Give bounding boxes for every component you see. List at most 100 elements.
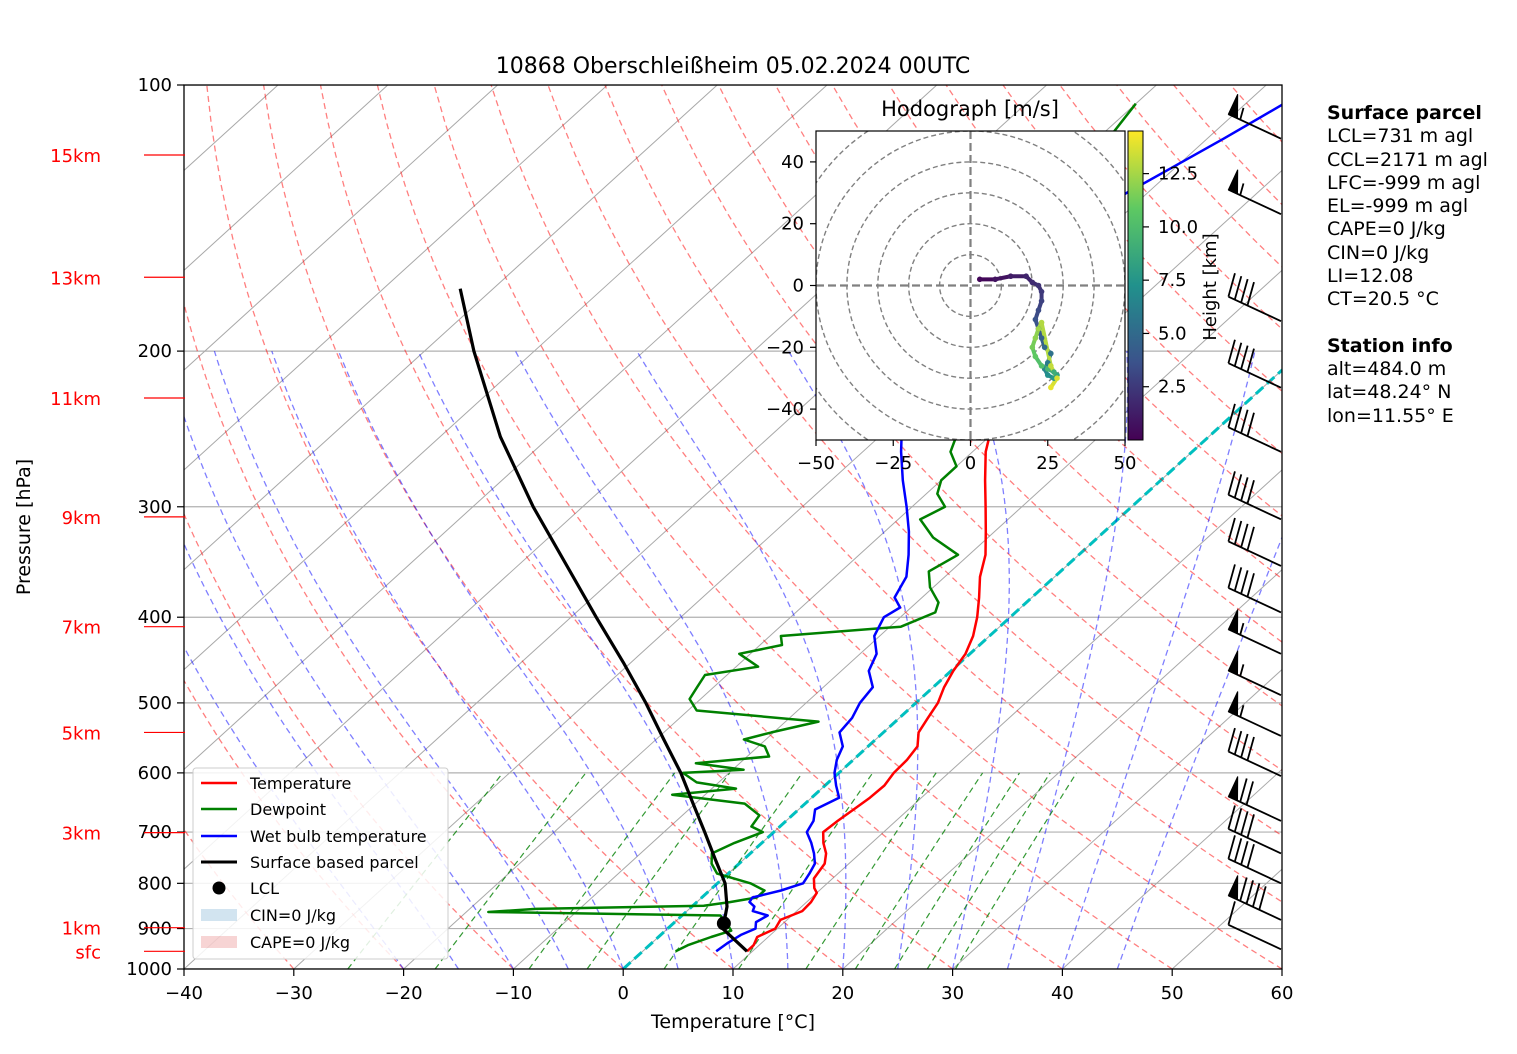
barb-full bbox=[1227, 517, 1236, 542]
x-tick-label: −10 bbox=[494, 983, 532, 1004]
wind-barb bbox=[1227, 169, 1282, 215]
x-tick-label: 50 bbox=[1161, 983, 1184, 1004]
wind-barb bbox=[1227, 691, 1282, 737]
wind-barb bbox=[1227, 517, 1282, 567]
dry-adiabat bbox=[184, 512, 514, 969]
legend: Temperature Dewpoint Wet bulb temperatur… bbox=[192, 767, 449, 960]
y-tick-label: 800 bbox=[138, 873, 172, 894]
wind-barb bbox=[1227, 805, 1282, 855]
hodograph-point bbox=[1054, 375, 1060, 382]
barb-flag bbox=[1227, 609, 1239, 635]
cape-value: CAPE=0 J/kg bbox=[1327, 218, 1446, 241]
barb-full bbox=[1246, 736, 1255, 761]
moist-adiabat bbox=[636, 350, 847, 969]
mixing-ratio-line bbox=[738, 772, 874, 969]
hodograph-point bbox=[1023, 273, 1029, 280]
barb-full bbox=[1233, 808, 1243, 833]
isotherm bbox=[184, 85, 828, 671]
barb-full bbox=[1233, 730, 1243, 755]
hodograph-point bbox=[1041, 344, 1048, 351]
isotherm bbox=[184, 85, 938, 771]
wind-barb bbox=[1227, 875, 1282, 921]
legend-swatch-cape bbox=[201, 936, 237, 948]
wind-barb bbox=[1227, 93, 1282, 140]
wind-barb bbox=[1227, 609, 1282, 655]
height-label: 7km bbox=[62, 618, 101, 639]
hodograph-x-tick-label: 25 bbox=[1036, 453, 1059, 474]
hodograph-point bbox=[1048, 350, 1054, 357]
hodograph-point bbox=[1048, 363, 1054, 369]
barb-full bbox=[1246, 348, 1255, 373]
moist-adiabat bbox=[514, 350, 789, 969]
x-tick-label: 30 bbox=[941, 983, 964, 1004]
barb-full bbox=[1252, 883, 1261, 908]
barb-full bbox=[1233, 520, 1243, 545]
moist-adiabat bbox=[271, 350, 624, 969]
zero-isotherm bbox=[622, 368, 1282, 969]
hodograph-x-tick-label: 0 bbox=[965, 453, 976, 474]
barb-half bbox=[1239, 107, 1245, 120]
hodograph-point bbox=[1035, 282, 1042, 289]
barb-full bbox=[1240, 345, 1249, 370]
mixing-ratio-line bbox=[954, 772, 1078, 969]
barb-full bbox=[1227, 471, 1236, 496]
barb-full bbox=[1227, 339, 1236, 364]
barb-full bbox=[1227, 403, 1236, 428]
barb-staff bbox=[1228, 750, 1282, 777]
barb-full bbox=[1227, 564, 1236, 589]
barb-full bbox=[1240, 409, 1249, 434]
wind-barb bbox=[1227, 901, 1282, 951]
colorbar-tick-label: 12.5 bbox=[1158, 164, 1198, 185]
barb-full bbox=[1240, 278, 1249, 303]
isotherm bbox=[1062, 768, 1282, 969]
isotherm bbox=[952, 668, 1282, 969]
hodograph-x-tick-label: −50 bbox=[797, 453, 835, 474]
height-label: 3km bbox=[62, 824, 101, 845]
colorbar-tick-label: 5.0 bbox=[1158, 323, 1187, 344]
barb-full bbox=[1246, 844, 1255, 868]
legend-label-parcel: Surface based parcel bbox=[250, 853, 419, 872]
barb-full bbox=[1240, 477, 1249, 502]
hodograph-x-tick-label: −25 bbox=[874, 453, 912, 474]
isotherm bbox=[184, 85, 498, 371]
hodograph-point bbox=[1038, 335, 1045, 341]
legend-label-cape: CAPE=0 J/kg bbox=[250, 933, 350, 952]
hodograph-point bbox=[1048, 384, 1054, 391]
ccl-value: CCL=2171 m agl bbox=[1327, 148, 1488, 171]
height-label: 9km bbox=[62, 508, 101, 529]
hodograph-point bbox=[1038, 319, 1045, 326]
height-label: 15km bbox=[50, 146, 101, 167]
wind-barb bbox=[1227, 272, 1282, 322]
isotherm bbox=[184, 85, 389, 271]
x-tick-label: −30 bbox=[275, 983, 313, 1004]
hodograph-title: Hodograph [m/s] bbox=[881, 97, 1059, 121]
colorbar-tick-label: 2.5 bbox=[1158, 377, 1187, 398]
station-alt: alt=484.0 m bbox=[1327, 357, 1447, 380]
barb-staff bbox=[1228, 426, 1282, 453]
barb-staff bbox=[1228, 295, 1282, 322]
barb-staff bbox=[1228, 923, 1282, 951]
wind-barb bbox=[1227, 776, 1282, 822]
hodograph-trace bbox=[976, 273, 1060, 391]
hodograph-y-tick-label: 0 bbox=[793, 276, 804, 297]
chart-title: 10868 Oberschleißheim 05.02.2024 00UTC bbox=[496, 54, 971, 79]
barb-full bbox=[1246, 573, 1255, 597]
station-info-heading: Station info bbox=[1327, 334, 1453, 357]
y-tick-label: 400 bbox=[138, 607, 172, 628]
cin-value: CIN=0 J/kg bbox=[1327, 241, 1430, 264]
moist-adiabat bbox=[337, 350, 679, 969]
hodograph-grid bbox=[816, 131, 1125, 440]
isotherm bbox=[513, 269, 1282, 969]
dry-adiabat bbox=[547, 85, 1282, 903]
moist-adiabat bbox=[1061, 350, 1256, 969]
x-tick-label: 60 bbox=[1271, 983, 1294, 1004]
moist-adiabat bbox=[184, 414, 514, 969]
series-surface-based-parcel bbox=[458, 288, 749, 953]
barb-half bbox=[1239, 664, 1245, 677]
barb-flag bbox=[1227, 650, 1239, 676]
barb-full bbox=[1240, 570, 1249, 595]
legend-label-wetbulb: Wet bulb temperature bbox=[250, 827, 427, 846]
wind-barb bbox=[1227, 339, 1282, 389]
